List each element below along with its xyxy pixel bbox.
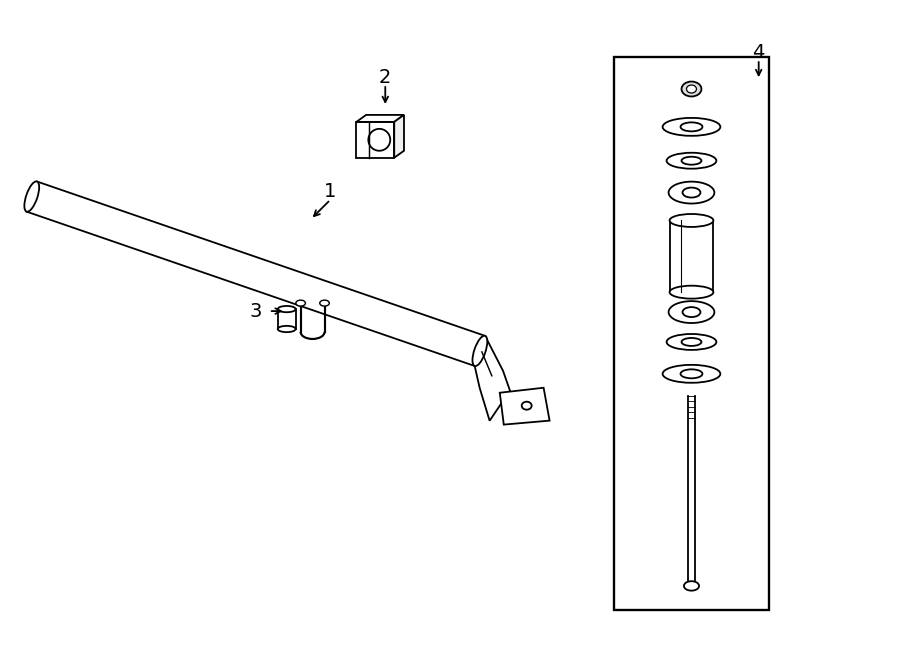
Ellipse shape [296, 300, 305, 306]
Ellipse shape [662, 365, 720, 383]
Text: 1: 1 [324, 182, 337, 201]
Text: 4: 4 [752, 43, 765, 61]
Bar [278, 309, 296, 329]
Ellipse shape [684, 581, 699, 591]
Polygon shape [27, 182, 485, 366]
Ellipse shape [669, 301, 715, 323]
Ellipse shape [667, 334, 716, 350]
Ellipse shape [681, 338, 701, 346]
Ellipse shape [682, 307, 700, 317]
Text: 2: 2 [379, 67, 392, 87]
Ellipse shape [687, 85, 697, 93]
Bar [615, 57, 769, 610]
Ellipse shape [278, 326, 296, 332]
Polygon shape [356, 115, 404, 122]
Ellipse shape [667, 153, 716, 169]
Polygon shape [500, 388, 550, 424]
Text: 3: 3 [249, 301, 262, 321]
Ellipse shape [320, 300, 329, 306]
Polygon shape [394, 115, 404, 158]
Polygon shape [474, 336, 510, 421]
Ellipse shape [670, 286, 714, 299]
Ellipse shape [681, 81, 701, 97]
Ellipse shape [24, 181, 40, 212]
Ellipse shape [680, 369, 702, 378]
Ellipse shape [680, 122, 702, 132]
Bar [356, 122, 394, 158]
Ellipse shape [662, 118, 720, 136]
Ellipse shape [522, 402, 532, 410]
Ellipse shape [472, 336, 487, 366]
Ellipse shape [368, 129, 391, 151]
Ellipse shape [681, 157, 701, 165]
Ellipse shape [669, 182, 715, 204]
Ellipse shape [682, 188, 700, 198]
Ellipse shape [278, 306, 296, 312]
Ellipse shape [670, 214, 714, 227]
